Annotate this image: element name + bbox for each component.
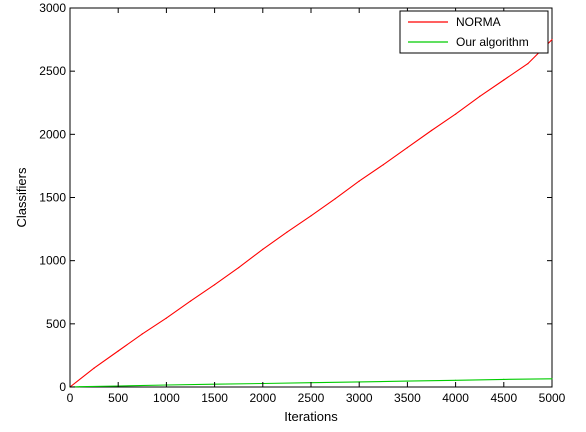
data-point-norma — [141, 333, 143, 335]
x-tick-label: 4000 — [442, 391, 469, 405]
x-tick-label: 4500 — [490, 391, 517, 405]
x-tick-label: 3000 — [346, 391, 373, 405]
x-axis-label: Iterations — [284, 409, 338, 424]
legend-label-norma: NORMA — [456, 15, 501, 29]
y-tick-label: 0 — [59, 380, 66, 394]
data-point-norma — [165, 317, 167, 319]
data-point-our-algorithm — [79, 386, 81, 388]
axes-layer: 0 500 1000 1500 2000 2500 3000 3500 4000 4500 5000… — [39, 1, 565, 405]
x-tick-label: 500 — [108, 391, 128, 405]
data-point-norma — [310, 215, 312, 217]
data-point-norma — [455, 113, 457, 115]
y-tick-label: 2000 — [39, 127, 66, 141]
data-point-norma — [262, 248, 264, 250]
data-point-norma — [430, 129, 433, 132]
x-tick-label: 2000 — [249, 391, 276, 405]
data-point-norma — [527, 63, 529, 65]
series-layer — [69, 39, 553, 388]
legend-label-our-algorithm: Our algorithm — [456, 35, 529, 49]
x-tick-label: 3500 — [394, 391, 421, 405]
legend: NORMA Our algorithm — [399, 10, 549, 54]
y-tick-label: 1000 — [39, 254, 66, 268]
x-tick-label: 2500 — [298, 391, 325, 405]
y-tick-label: 500 — [46, 317, 66, 331]
data-point-our-algorithm — [406, 380, 408, 382]
data-point-norma — [358, 180, 360, 182]
x-tick-label: 0 — [67, 391, 74, 405]
x-tick-label: 5000 — [539, 391, 566, 405]
data-point-norma — [334, 198, 336, 200]
y-tick-label: 1500 — [39, 191, 66, 205]
y-tick-label: 2500 — [39, 64, 66, 78]
data-point-norma — [238, 267, 240, 269]
y-axis-label: Classifiers — [14, 167, 29, 227]
legend-box — [399, 10, 549, 54]
data-point-our-algorithm — [455, 379, 457, 381]
data-point-norma — [93, 367, 95, 369]
data-point-our-algorithm — [503, 378, 505, 380]
data-point-norma — [117, 350, 119, 352]
data-point-norma — [214, 284, 216, 286]
data-point-norma — [189, 300, 192, 302]
y-tick-label: 3000 — [39, 1, 66, 15]
data-point-norma — [406, 147, 408, 149]
data-point-norma — [479, 95, 481, 97]
plot-area — [69, 7, 553, 388]
x-tick-label: 1500 — [201, 391, 228, 405]
data-point-norma — [382, 164, 384, 166]
data-point-norma — [286, 231, 288, 233]
x-tick-label: 1000 — [153, 391, 180, 405]
series-line-our-algorithm — [69, 378, 553, 388]
data-point-norma — [503, 79, 505, 81]
data-point-our-algorithm — [551, 378, 553, 380]
data-point-norma — [551, 39, 553, 41]
